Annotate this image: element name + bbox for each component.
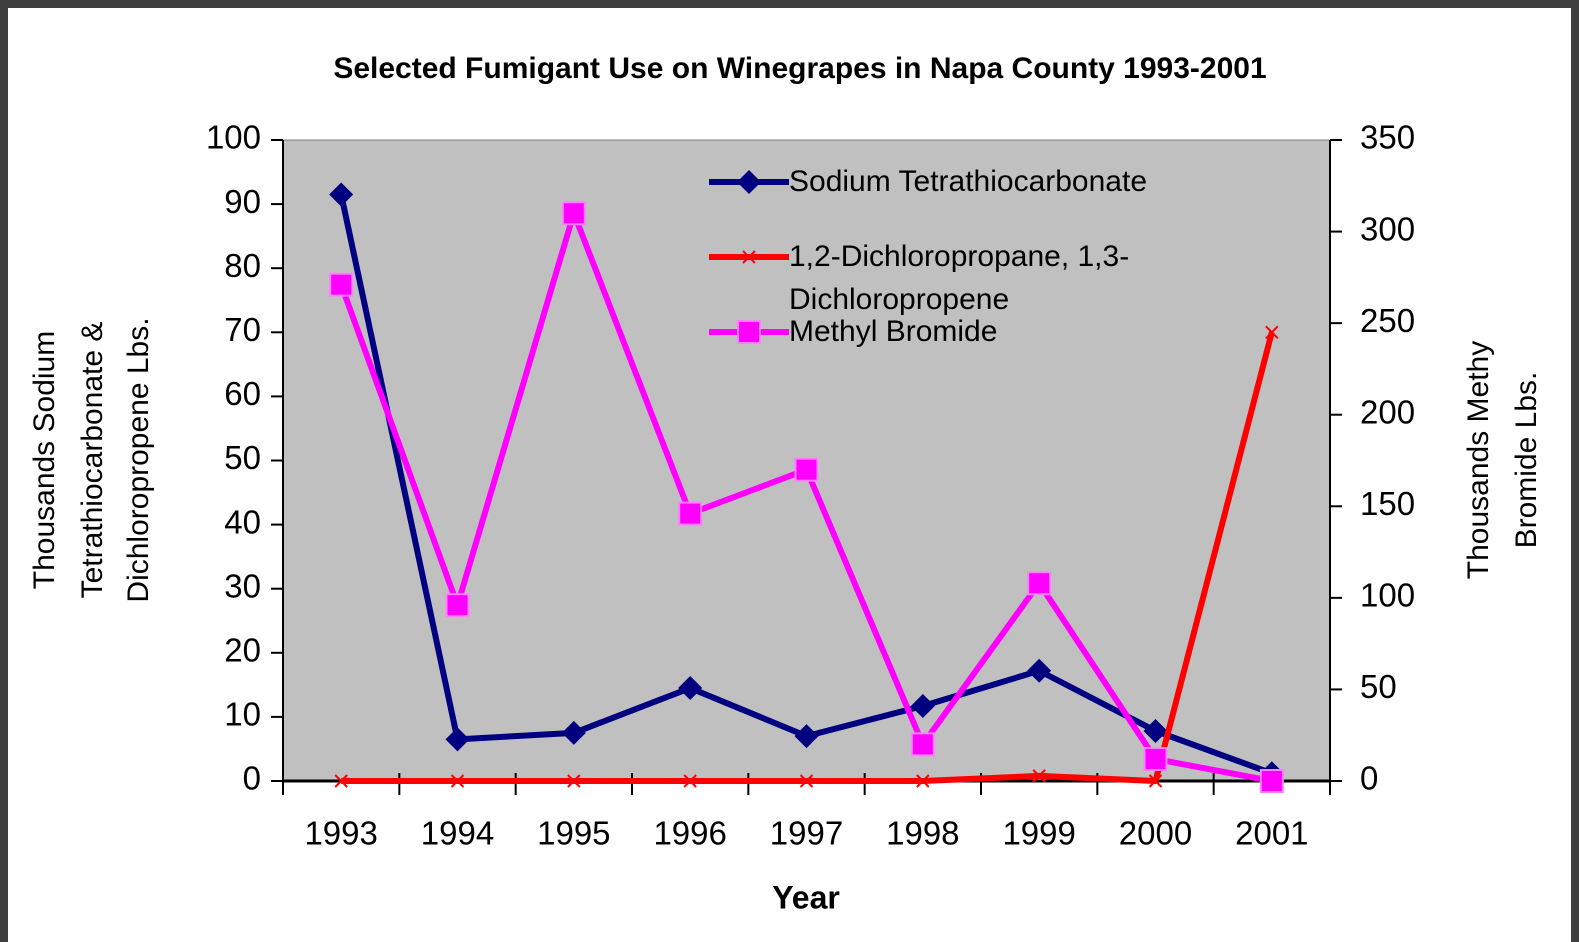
- marker: [1143, 747, 1168, 772]
- marker: [334, 774, 348, 788]
- marker: [799, 774, 814, 788]
- legend-label: 1,2-Dichloropropane, 1,3-Dichloropropene: [789, 240, 1130, 316]
- y-axis-label: Dichloropropene Lbs.: [122, 317, 155, 602]
- x-tick-label: 1994: [421, 815, 494, 852]
- marker: [1148, 774, 1163, 788]
- marker: [794, 724, 819, 749]
- marker: [1265, 325, 1279, 340]
- y-tick-label: 20: [224, 632, 261, 669]
- legend-item: Methyl Bromide: [705, 310, 1189, 353]
- marker: [910, 732, 935, 757]
- marker: [1027, 571, 1052, 596]
- marker: [742, 250, 756, 264]
- marker: [1027, 658, 1052, 683]
- y-tick-label: 90: [224, 183, 261, 220]
- x-tick-label: 1999: [1002, 815, 1075, 852]
- marker: [561, 201, 586, 226]
- x-tick-label: 1995: [537, 815, 610, 852]
- x-tick-label: 1993: [304, 815, 377, 852]
- y-tick-label: 100: [206, 119, 261, 156]
- marker: [329, 272, 354, 297]
- legend-label: Sodium Tetrathiocarbonate: [789, 165, 1148, 198]
- marker: [561, 720, 586, 745]
- y-axis-label: Thousands Sodium: [28, 331, 61, 590]
- x-tick-label: 2000: [1119, 815, 1192, 852]
- chart-frame: Selected Fumigant Use on Winegrapes in N…: [8, 8, 1571, 942]
- y-tick-label: 40: [224, 503, 261, 540]
- marker: [450, 774, 465, 788]
- legend-item: Sodium Tetrathiocarbonate: [705, 160, 1189, 203]
- marker: [683, 774, 697, 788]
- marker: [1032, 769, 1046, 783]
- x-axis-label: Year: [772, 879, 840, 915]
- y-tick-label: 80: [224, 247, 261, 284]
- marker: [910, 694, 935, 719]
- marker: [1259, 769, 1284, 793]
- marker: [445, 593, 470, 618]
- marker: [737, 170, 761, 194]
- y2-tick-label: 350: [1360, 119, 1415, 156]
- y2-tick-label: 150: [1360, 485, 1415, 522]
- x-tick-label: 1997: [770, 815, 843, 852]
- legend-swatch: [709, 250, 789, 264]
- legend-label: Methyl Bromide: [789, 315, 998, 348]
- y2-tick-label: 300: [1360, 210, 1415, 247]
- y2-tick-label: 200: [1360, 393, 1415, 430]
- y2-tick-label: 50: [1360, 668, 1397, 705]
- marker: [794, 457, 819, 482]
- y2-tick-label: 0: [1360, 760, 1378, 797]
- y-tick-label: 50: [224, 439, 261, 476]
- legend-swatch: [709, 170, 789, 194]
- marker: [329, 182, 354, 207]
- legend-swatch: [709, 320, 789, 344]
- x-tick-label: 2001: [1235, 815, 1308, 852]
- chart-title: Selected Fumigant Use on Winegrapes in N…: [333, 52, 1266, 85]
- marker: [737, 320, 761, 344]
- marker: [445, 727, 470, 752]
- y-tick-label: 30: [224, 567, 261, 604]
- marker: [567, 774, 581, 788]
- marker: [678, 501, 703, 526]
- y-axis-label: Tetrathiocarbonate &: [76, 322, 109, 599]
- y-tick-label: 60: [224, 375, 261, 412]
- y-tick-label: 0: [243, 760, 261, 797]
- y2-tick-label: 250: [1360, 302, 1415, 339]
- y2-tick-label: 100: [1360, 577, 1415, 614]
- marker: [678, 676, 703, 701]
- x-tick-label: 1996: [653, 815, 726, 852]
- y-tick-label: 70: [224, 311, 261, 348]
- x-tick-label: 1998: [886, 815, 959, 852]
- y-tick-label: 10: [224, 696, 261, 733]
- chart: Selected Fumigant Use on Winegrapes in N…: [28, 52, 1543, 916]
- marker: [916, 774, 930, 788]
- marker: [1143, 719, 1168, 744]
- y2-axis-label: Thousands Methy: [1462, 341, 1495, 579]
- legend-item: 1,2-Dichloropropane, 1,3-Dichloropropene: [705, 235, 1189, 321]
- y2-axis-label: Bromide Lbs.: [1510, 372, 1543, 549]
